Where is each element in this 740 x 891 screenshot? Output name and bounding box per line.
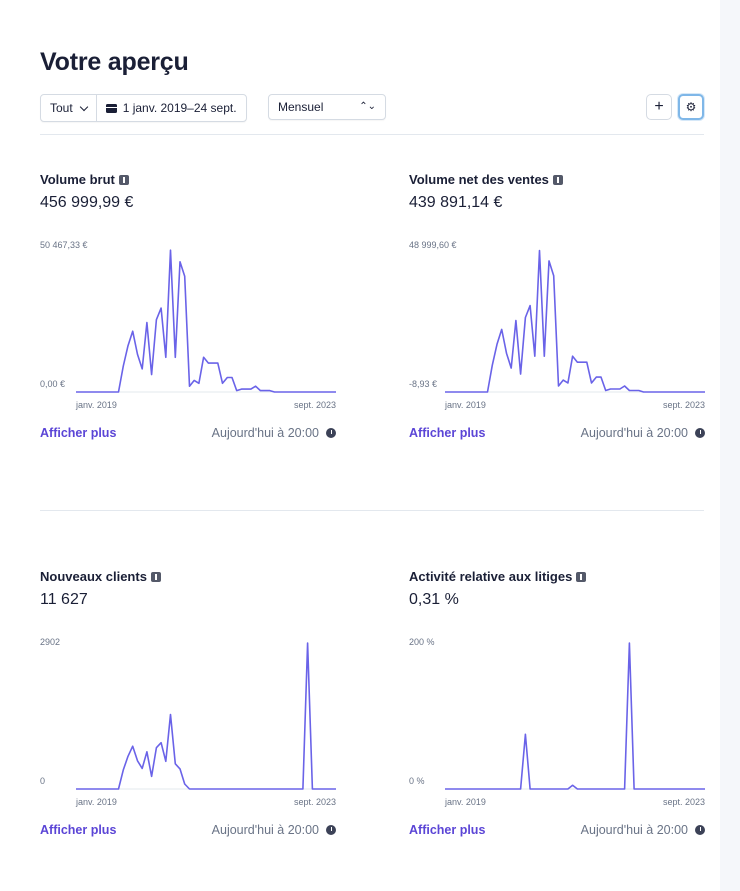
y-min-label: 0 xyxy=(40,776,46,786)
card-value: 0,31 % xyxy=(409,591,459,608)
page-title: Votre aperçu xyxy=(40,48,189,76)
right-edge-strip xyxy=(720,0,740,891)
date-range-label: 1 janv. 2019–24 sept. xyxy=(122,101,237,115)
clock-icon xyxy=(326,428,336,438)
card-gross-volume: Volume brut 456 999,99 € 50 467,33 € 0,0… xyxy=(40,172,336,462)
card-value: 439 891,14 € xyxy=(409,194,503,211)
card-net-sales-volume: Volume net des ventes 439 891,14 € 48 99… xyxy=(409,172,705,462)
series-line xyxy=(76,249,336,393)
header-divider xyxy=(40,134,704,135)
x-start-label: janv. 2019 xyxy=(445,400,486,410)
updated-time: Aujourd'hui à 20:00 xyxy=(581,426,705,440)
show-more-link[interactable]: Afficher plus xyxy=(40,823,117,837)
info-icon[interactable] xyxy=(118,174,129,185)
card-title: Volume brut xyxy=(40,172,129,187)
series-line xyxy=(76,642,336,790)
filter-all-dropdown[interactable]: Tout xyxy=(41,95,96,121)
plus-icon: + xyxy=(654,98,664,115)
series-line xyxy=(445,249,705,393)
interval-select[interactable]: Mensuel ⌃⌄ xyxy=(268,94,386,120)
show-more-link[interactable]: Afficher plus xyxy=(409,823,486,837)
show-more-link[interactable]: Afficher plus xyxy=(40,426,117,440)
x-start-label: janv. 2019 xyxy=(76,400,117,410)
y-min-label: -8,93 € xyxy=(409,379,438,389)
row-divider xyxy=(40,510,704,511)
info-icon[interactable] xyxy=(552,174,563,185)
x-end-label: sept. 2023 xyxy=(662,400,705,410)
y-max-label: 50 467,33 € xyxy=(40,240,88,250)
add-button[interactable]: + xyxy=(646,94,672,120)
interval-label: Mensuel xyxy=(278,100,324,114)
net-sales-chart xyxy=(445,249,705,393)
card-title: Volume net des ventes xyxy=(409,172,563,187)
updated-time: Aujourd'hui à 20:00 xyxy=(581,823,705,837)
up-down-chevron-icon: ⌃⌄ xyxy=(359,101,376,112)
gross-volume-chart xyxy=(76,249,336,393)
chevron-down-icon xyxy=(79,102,88,111)
dispute-activity-chart xyxy=(445,642,705,790)
date-range-picker[interactable]: 1 janv. 2019–24 sept. xyxy=(95,95,246,121)
info-icon[interactable] xyxy=(576,571,587,582)
filter-group: Tout 1 janv. 2019–24 sept. xyxy=(40,94,247,122)
updated-time: Aujourd'hui à 20:00 xyxy=(212,426,336,440)
filter-all-label: Tout xyxy=(50,101,73,115)
x-start-label: janv. 2019 xyxy=(445,797,486,807)
new-customers-chart xyxy=(76,642,336,790)
y-max-label: 2902 xyxy=(40,637,61,647)
x-start-label: janv. 2019 xyxy=(76,797,117,807)
y-max-label: 200 % xyxy=(409,637,435,647)
x-end-label: sept. 2023 xyxy=(662,797,705,807)
series-line xyxy=(445,642,705,790)
x-end-label: sept. 2023 xyxy=(293,797,336,807)
card-value: 456 999,99 € xyxy=(40,194,134,211)
clock-icon xyxy=(695,428,705,438)
card-title: Activité relative aux litiges xyxy=(409,569,587,584)
show-more-link[interactable]: Afficher plus xyxy=(409,426,486,440)
updated-time: Aujourd'hui à 20:00 xyxy=(212,823,336,837)
card-title: Nouveaux clients xyxy=(40,569,161,584)
clock-icon xyxy=(326,825,336,835)
info-icon[interactable] xyxy=(150,571,161,582)
y-min-label: 0 % xyxy=(409,776,425,786)
card-new-customers: Nouveaux clients 11 627 2902 0 janv. 201… xyxy=(40,569,336,859)
gear-icon: ⚙ xyxy=(685,100,697,114)
card-value: 11 627 xyxy=(40,591,88,608)
calendar-icon xyxy=(105,103,117,113)
x-end-label: sept. 2023 xyxy=(293,400,336,410)
y-min-label: 0,00 € xyxy=(40,379,66,389)
clock-icon xyxy=(695,825,705,835)
card-dispute-activity: Activité relative aux litiges 0,31 % 200… xyxy=(409,569,705,859)
y-max-label: 48 999,60 € xyxy=(409,240,457,250)
settings-button[interactable]: ⚙ xyxy=(678,94,704,120)
